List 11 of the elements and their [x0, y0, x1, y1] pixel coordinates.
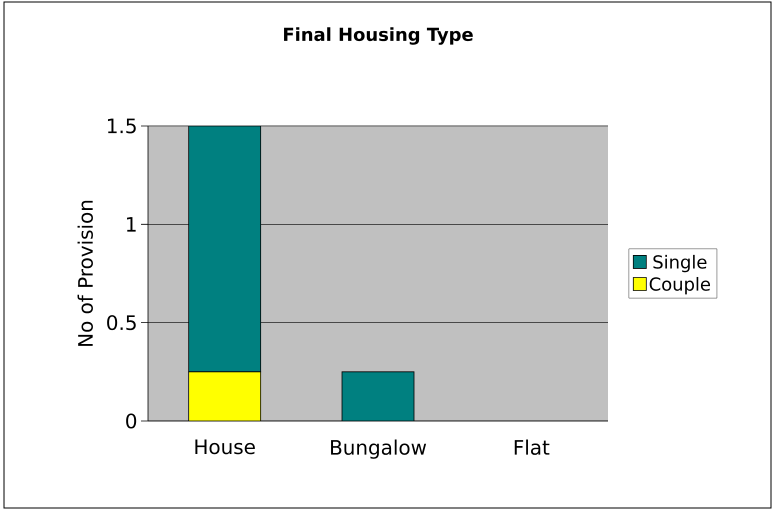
y-tick-label: 1.5 [108, 118, 136, 134]
x-tick-label: House [195, 440, 255, 454]
legend-label: Single [653, 254, 706, 272]
y-tick-label: 0 [126, 413, 136, 429]
y-tick-label: 1 [127, 217, 136, 232]
y-axis-title: No of Provision [78, 200, 93, 346]
x-tick-label: Bungalow [331, 440, 426, 459]
chart-title: Final Housing Type [284, 27, 473, 45]
legend-label: Couple [650, 276, 710, 294]
x-tick-label: Flat [514, 440, 550, 455]
y-tick-label: 0.5 [107, 315, 136, 330]
